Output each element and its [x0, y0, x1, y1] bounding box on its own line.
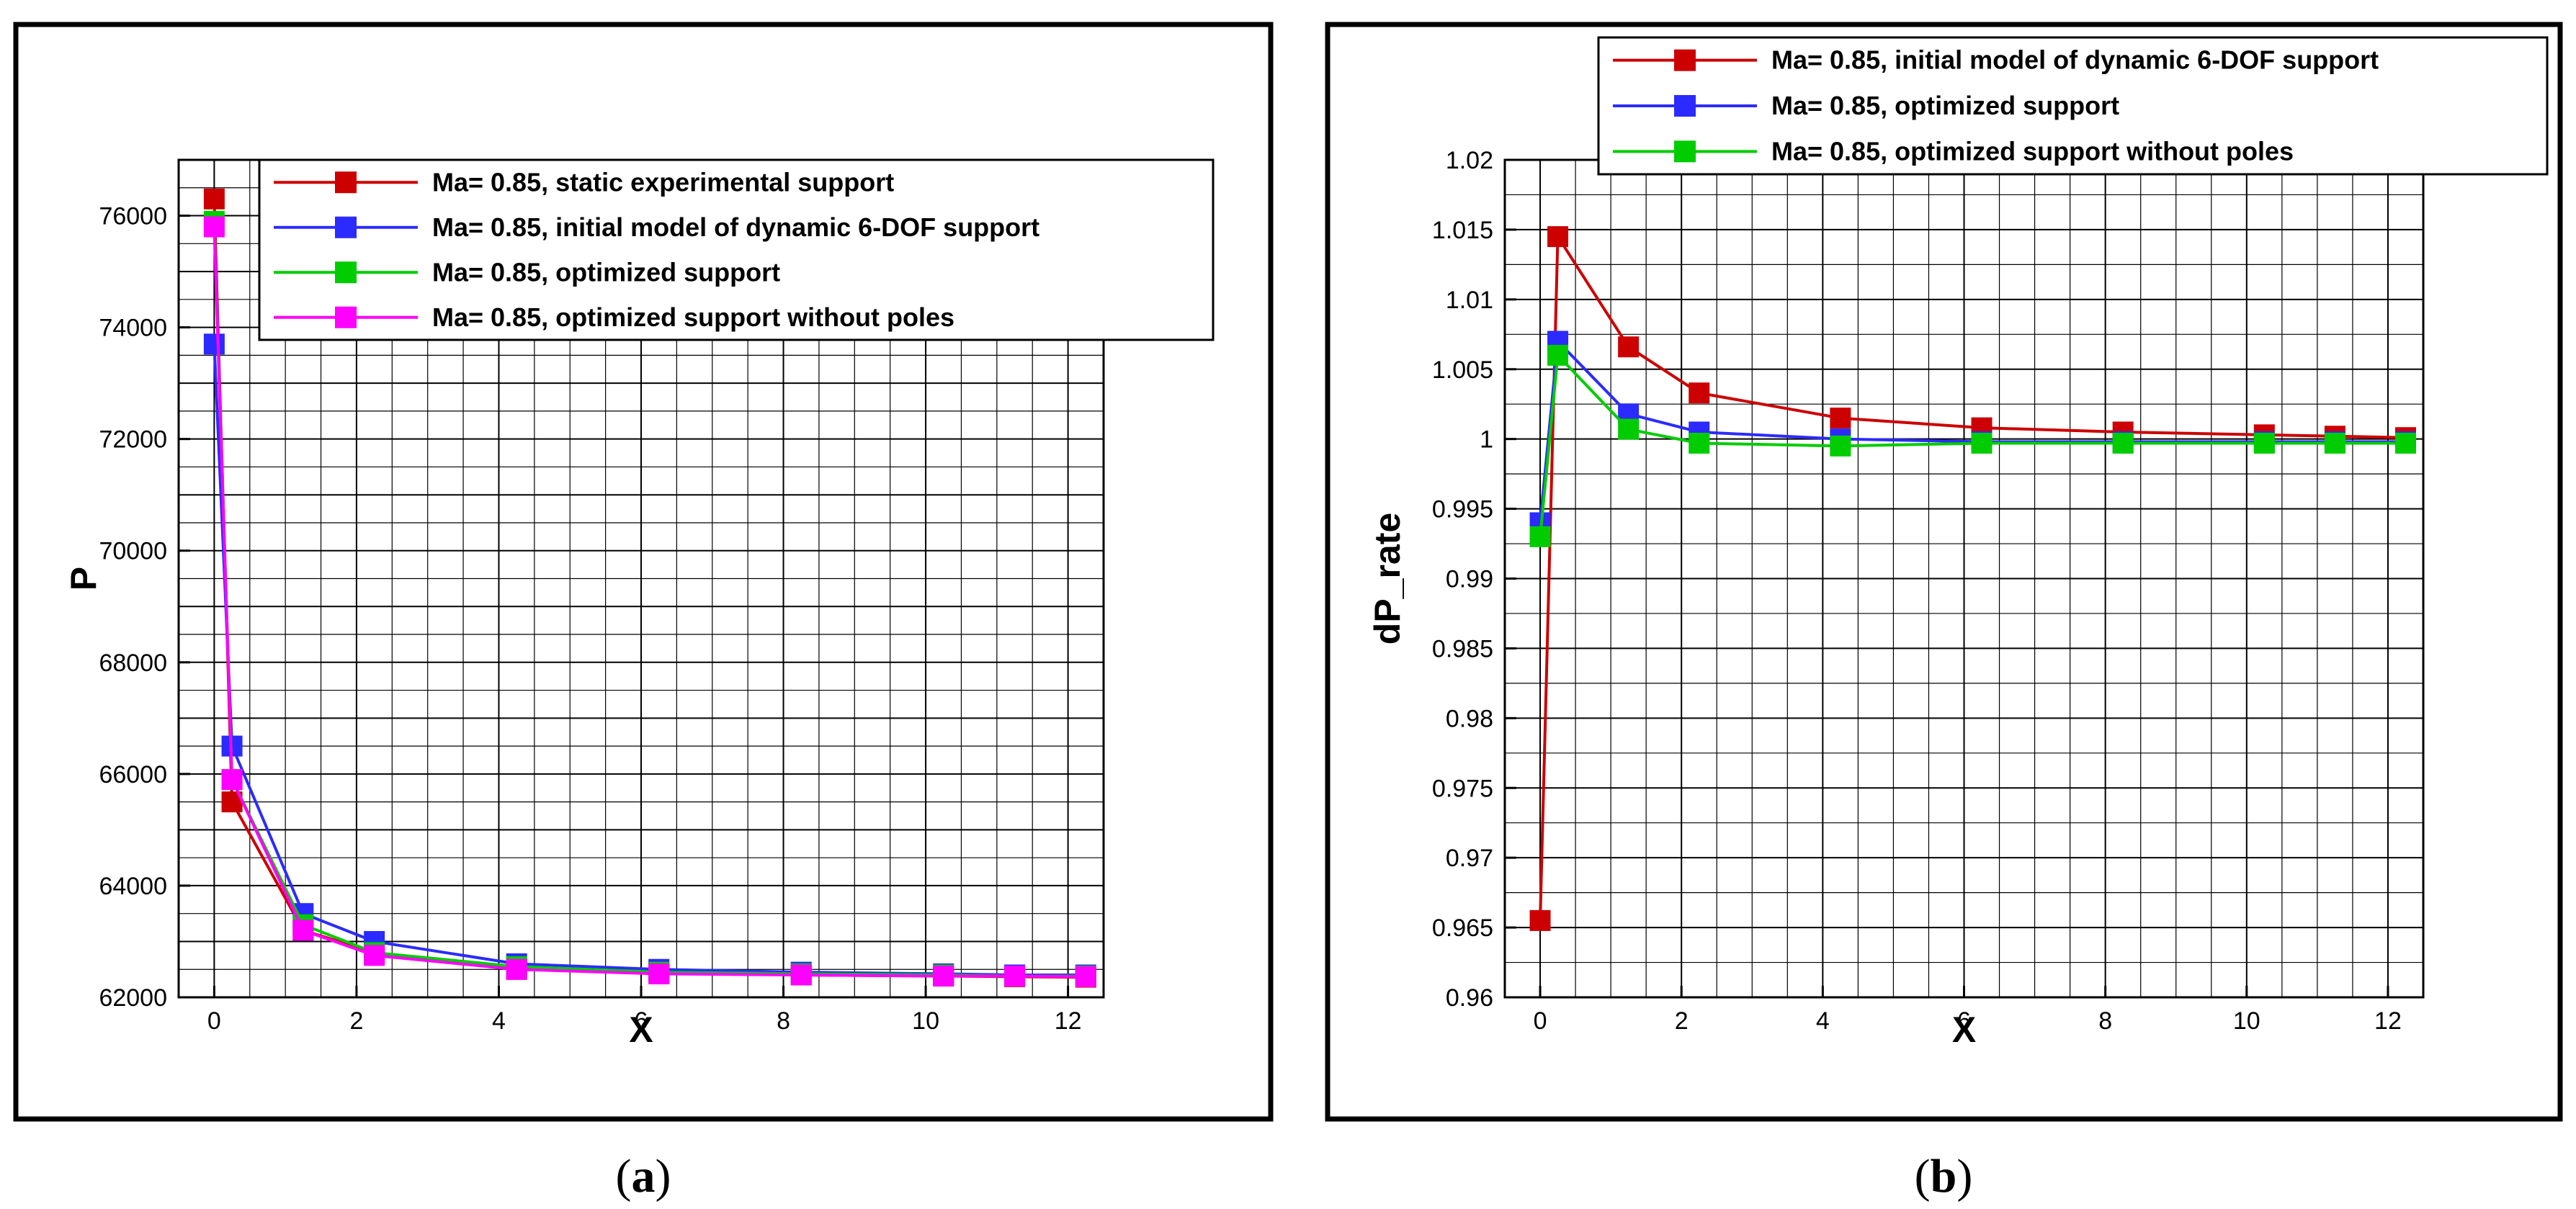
series-group	[1529, 226, 2416, 931]
data-point	[648, 963, 670, 984]
y-tick-label: 0.98	[1446, 705, 1493, 732]
y-tick-label: 0.99	[1446, 566, 1493, 593]
x-axis-label: X	[1952, 1010, 1976, 1050]
x-tick-label: 8	[2098, 1007, 2112, 1035]
data-point	[933, 966, 954, 987]
x-tick-label: 10	[2233, 1007, 2260, 1035]
y-tick-label: 68000	[99, 650, 167, 677]
legend-label: Ma= 0.85, static experimental support	[432, 167, 894, 197]
legend-marker	[335, 261, 357, 284]
x-tick-label: 6	[1957, 1007, 1971, 1035]
data-point	[2324, 432, 2345, 454]
x-tick-label: 12	[2374, 1007, 2402, 1035]
x-tick-label: 4	[492, 1007, 506, 1035]
data-point	[1618, 336, 1640, 358]
legend-marker	[1674, 49, 1696, 71]
legend-label: Ma= 0.85, optimized support without pole…	[1771, 136, 2294, 166]
legend-marker	[335, 306, 357, 328]
legend-label: Ma= 0.85, optimized support	[1771, 91, 2119, 120]
data-point	[1618, 418, 1640, 440]
legend-label: Ma= 0.85, initial model of dynamic 6-DOF…	[1771, 45, 2379, 75]
x-tick-label: 2	[349, 1007, 363, 1035]
x-tick-label: 4	[1816, 1007, 1830, 1035]
series-group	[203, 188, 1096, 988]
legend-marker	[1674, 95, 1696, 117]
y-tick-label: 1	[1480, 426, 1493, 454]
x-tick-label: 10	[912, 1007, 939, 1035]
x-axis-label: X	[629, 1010, 653, 1050]
legend-marker	[1674, 140, 1696, 163]
data-point	[506, 958, 527, 980]
data-point	[1529, 526, 1551, 547]
data-point	[221, 769, 243, 791]
y-tick-label: 0.96	[1446, 984, 1493, 1012]
data-point	[2253, 432, 2275, 454]
data-point	[203, 188, 225, 210]
y-tick-label: 0.995	[1432, 496, 1493, 523]
x-tick-label: 12	[1055, 1007, 1082, 1035]
y-tick-label: 76000	[99, 203, 167, 230]
y-tick-label: 0.985	[1432, 635, 1493, 662]
data-point	[1689, 382, 1710, 404]
data-point	[790, 964, 812, 986]
y-tick-label: 1.01	[1446, 287, 1493, 314]
legend-label: Ma= 0.85, optimized support without pole…	[432, 302, 954, 332]
y-tick-label: 70000	[99, 538, 167, 565]
data-point	[1547, 344, 1569, 366]
data-point	[1547, 226, 1569, 248]
y-tick-label: 1.02	[1446, 147, 1493, 174]
chart-a: 0 2 4 6 8 10 12 62000 64000 66000 68000 70000 72000 7…	[63, 158, 1215, 1050]
caption-b: (b)	[1915, 1150, 1973, 1203]
data-point	[1529, 909, 1551, 931]
y-tick-label: 64000	[99, 873, 167, 900]
y-axis-label: dP_rate	[1367, 513, 1408, 644]
data-point	[1004, 966, 1026, 987]
y-tick-label: 72000	[99, 426, 167, 454]
x-tick-label: 8	[777, 1007, 790, 1035]
series-line	[213, 226, 1086, 979]
chart-b: 0 2 4 6 8 10 12 0.96 0.965 0.97 0.975 0.98 0.985 0.99…	[1367, 36, 2549, 1050]
ticks: 0 2 4 6 8 10 12 62000 64000 66000 68000 70000 72000 7…	[99, 203, 1081, 1035]
y-tick-label: 0.975	[1432, 775, 1493, 802]
x-tick-label: 0	[207, 1007, 221, 1035]
caption-a: (a)	[616, 1150, 671, 1203]
grid	[1504, 159, 2424, 998]
legend-box	[258, 158, 1215, 341]
data-point	[1830, 435, 1851, 457]
data-point	[364, 945, 385, 966]
y-tick-label: 62000	[99, 984, 167, 1012]
series-line	[1539, 232, 2406, 921]
legend-marker	[335, 216, 357, 238]
y-tick-label: 0.97	[1446, 845, 1493, 872]
y-tick-label: 1.015	[1432, 217, 1493, 244]
data-point	[203, 216, 225, 238]
data-point	[2112, 432, 2134, 454]
legend: Ma= 0.85, initial model of dynamic 6-DOF…	[1597, 36, 2549, 176]
data-point	[1689, 432, 1710, 454]
x-tick-label: 6	[635, 1007, 648, 1035]
x-tick-label: 2	[1675, 1007, 1689, 1035]
ticks: 0 2 4 6 8 10 12 0.96 0.965 0.97 0.975 0.98 0.985 0.99…	[1432, 147, 2402, 1035]
data-point	[2394, 432, 2416, 454]
panel-b-frame	[1325, 22, 2563, 1122]
y-tick-label: 74000	[99, 315, 167, 342]
data-point	[203, 333, 225, 355]
legend-label: Ma= 0.85, initial model of dynamic 6-DOF…	[432, 212, 1039, 242]
y-tick-label: 0.965	[1432, 914, 1493, 942]
data-point	[1075, 966, 1096, 987]
data-point	[1830, 408, 1851, 429]
legend-label: Ma= 0.85, optimized support	[432, 257, 780, 287]
legend: Ma= 0.85, static experimental support Ma=…	[258, 158, 1215, 341]
y-tick-label: 1.005	[1432, 356, 1493, 384]
data-point	[292, 920, 314, 941]
series-line	[1539, 351, 2406, 537]
y-tick-label: 66000	[99, 761, 167, 788]
y-axis-label: P	[63, 567, 104, 590]
x-tick-label: 0	[1534, 1007, 1547, 1035]
data-point	[1971, 432, 1993, 454]
legend-marker	[335, 171, 357, 194]
